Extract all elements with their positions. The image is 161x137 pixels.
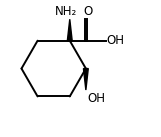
Polygon shape xyxy=(83,68,88,90)
Polygon shape xyxy=(67,19,72,41)
Text: OH: OH xyxy=(87,92,105,105)
Text: OH: OH xyxy=(107,34,125,47)
Text: O: O xyxy=(84,5,93,18)
Text: NH₂: NH₂ xyxy=(55,5,78,18)
